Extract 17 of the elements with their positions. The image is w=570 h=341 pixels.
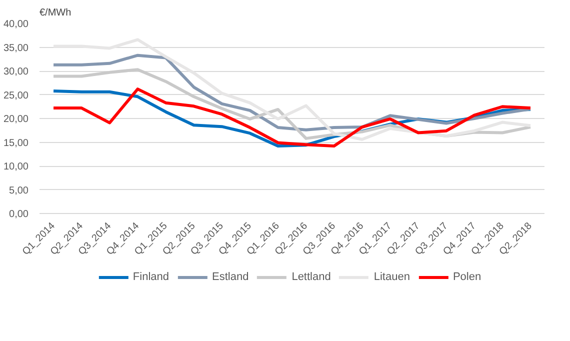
- legend-label: Polen: [452, 271, 482, 283]
- line-series: [52, 38, 532, 141]
- line-series: [52, 54, 532, 132]
- legend-label: Finland: [132, 271, 169, 283]
- y-tick-label: 0,00: [9, 209, 29, 220]
- y-tick-label: 40,00: [3, 19, 29, 30]
- legend-label: Estland: [212, 271, 249, 283]
- y-tick-label: 30,00: [3, 66, 29, 78]
- y-tick-label: 25,00: [3, 90, 29, 102]
- y-tick-label: 5,00: [9, 185, 29, 196]
- y-tick-label: 15,00: [3, 138, 29, 149]
- y-tick-label: 20,00: [3, 114, 29, 125]
- y-axis-title: €/MWh: [40, 8, 72, 18]
- y-tick-label: 35,00: [3, 42, 29, 54]
- legend-label: Lettland: [292, 271, 331, 283]
- legend-label: Litauen: [374, 271, 410, 283]
- y-tick-label: 10,00: [3, 162, 29, 172]
